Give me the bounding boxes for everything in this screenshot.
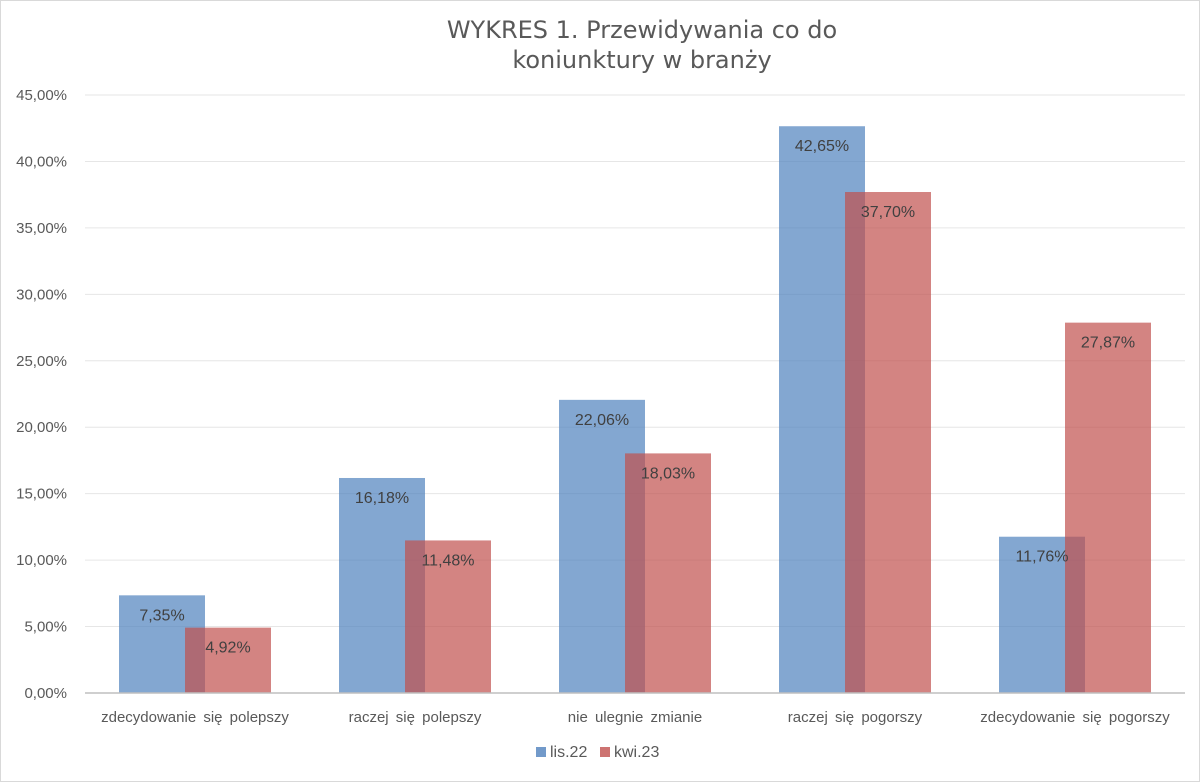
y-tick-label: 20,00% <box>16 419 67 436</box>
y-tick-label: 25,00% <box>16 353 67 370</box>
data-label-lis22-0: 7,35% <box>139 607 184 624</box>
legend-label-kwi23: kwi.23 <box>614 744 659 761</box>
y-tick-label: 45,00% <box>16 87 67 104</box>
y-tick-label: 5,00% <box>24 619 67 636</box>
chart-title-line-2: koniunktury w branży <box>512 46 771 74</box>
bar-kwi23-0 <box>185 627 271 693</box>
x-category-label: zdecydowanie się pogorszy <box>980 709 1170 726</box>
bar-kwi23-3 <box>845 192 931 693</box>
x-category-label: zdecydowanie się polepszy <box>101 709 289 726</box>
y-tick-label: 15,00% <box>16 486 67 503</box>
data-label-kwi23-1: 11,48% <box>421 552 474 569</box>
x-category-label: nie ulegnie zmianie <box>568 709 702 726</box>
legend-swatch-kwi23 <box>600 747 610 757</box>
x-category-label: raczej się polepszy <box>349 709 482 726</box>
data-label-kwi23-4: 27,87% <box>1081 335 1135 352</box>
bar-kwi23-2 <box>625 453 711 693</box>
legend-label-lis22: lis.22 <box>550 744 587 761</box>
data-label-lis22-4: 11,76% <box>1015 549 1068 566</box>
y-tick-label: 40,00% <box>16 153 67 170</box>
y-tick-label: 10,00% <box>16 552 67 569</box>
bar-kwi23-4 <box>1065 322 1151 693</box>
data-label-kwi23-0: 4,92% <box>205 640 250 657</box>
data-label-lis22-1: 16,18% <box>355 490 409 507</box>
data-label-kwi23-3: 37,70% <box>861 204 915 221</box>
data-label-lis22-2: 22,06% <box>575 412 629 429</box>
x-category-label: raczej się pogorszy <box>788 709 923 726</box>
data-label-lis22-3: 42,65% <box>795 138 849 155</box>
y-tick-label: 30,00% <box>16 286 67 303</box>
chart-title-line-1: WYKRES 1. Przewidywania co do <box>447 16 837 44</box>
y-tick-label: 35,00% <box>16 220 67 237</box>
y-tick-label: 0,00% <box>24 685 67 702</box>
legend-swatch-lis22 <box>536 747 546 757</box>
data-label-kwi23-2: 18,03% <box>641 465 695 482</box>
bar-kwi23-1 <box>405 540 491 693</box>
